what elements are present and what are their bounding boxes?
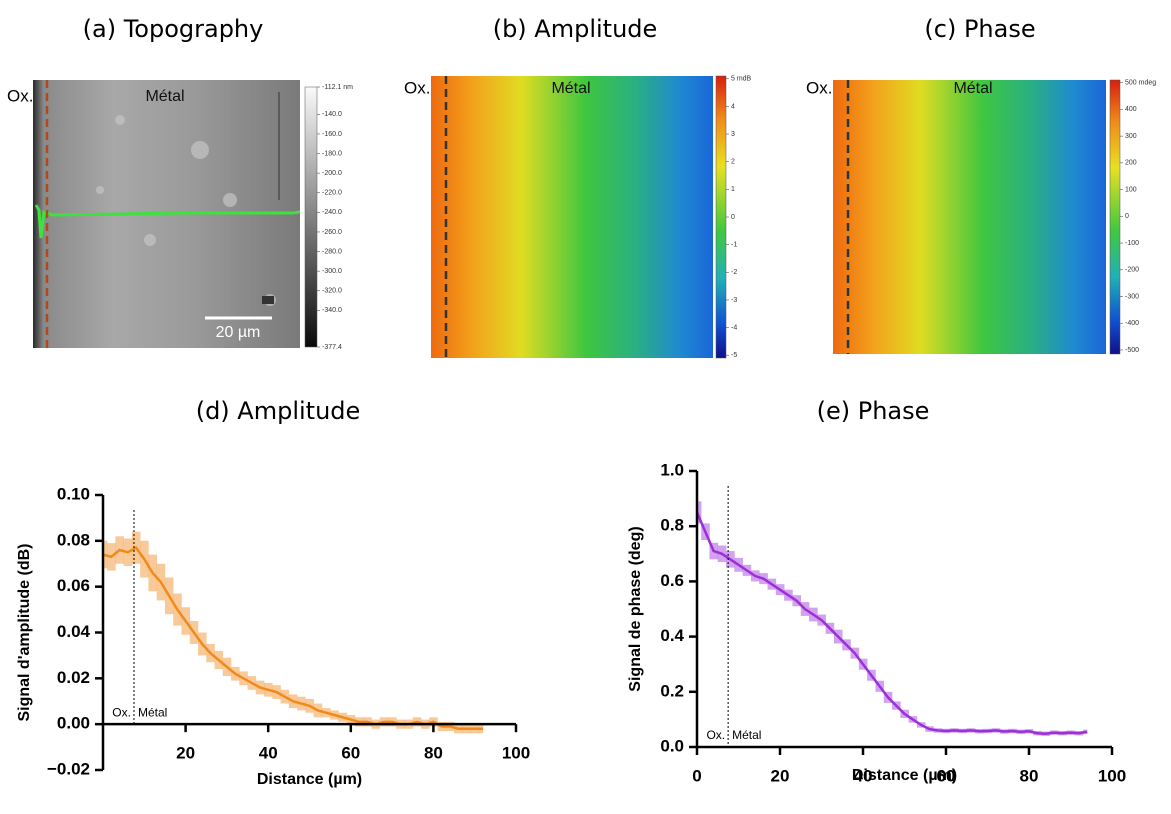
series-line [102, 546, 483, 730]
y-axis-label: Signal d'amplitude (dB) [16, 543, 33, 721]
profile-line [34, 204, 301, 239]
error-band [697, 501, 702, 524]
panel-title: (a) Topography [83, 15, 264, 43]
colorbar-tick-label: -140.0 [322, 111, 342, 118]
oxide-label: Ox. [7, 86, 33, 105]
y-tick-label: 0.0 [660, 736, 684, 755]
colorbar-tick-label: -260.0 [322, 229, 342, 236]
panel-title: (b) Amplitude [493, 15, 658, 43]
colorbar-tick-label: -4 [731, 324, 737, 331]
x-tick-label: 60 [341, 744, 360, 763]
y-tick-label: 0.02 [57, 668, 90, 687]
oxide-label: Ox. [706, 728, 725, 742]
y-tick-label: 0.00 [57, 714, 90, 733]
texture [223, 193, 237, 207]
texture [262, 296, 274, 304]
colorbar-tick-label: 200 [1125, 160, 1137, 167]
y-tick-label: 0.10 [57, 484, 90, 503]
x-tick-label: 20 [176, 744, 195, 763]
oxide-label: Ox. [112, 705, 131, 719]
y-axis-label: Signal de phase (deg) [627, 526, 644, 691]
colorbar-tick-label: -3 [731, 297, 737, 304]
colorbar [304, 86, 318, 348]
texture [191, 141, 209, 159]
colorbar-tick-label: 3 [731, 131, 735, 138]
colorbar-tick-label: -300.0 [322, 268, 342, 275]
colorbar-tick-label: -5 [731, 352, 737, 359]
series-line [695, 511, 1088, 736]
x-tick-label: 20 [771, 766, 790, 785]
colorbar-tick-label: -200.0 [322, 170, 342, 177]
y-tick-label: 0.06 [57, 576, 90, 595]
y-tick-label: 0.8 [660, 516, 684, 535]
colorbar-tick-label: -300 [1125, 293, 1139, 300]
colorbar-tick-label: -200 [1125, 267, 1139, 274]
panel-title: (c) Phase [924, 15, 1035, 43]
colorbar-tick-label: 4 [731, 103, 735, 110]
colorbar [1109, 79, 1121, 355]
colorbar [715, 75, 727, 359]
y-tick-label: 0.6 [660, 571, 684, 590]
y-tick-label: 0.2 [660, 681, 684, 700]
metal-label: Métal [145, 88, 184, 105]
colorbar-tick-label: -400 [1125, 320, 1139, 327]
y-tick-label: −0.02 [47, 759, 90, 778]
oxide-label: Ox. [404, 78, 430, 97]
x-tick-label: 0 [692, 766, 701, 785]
colorbar-tick-label: -220.0 [322, 190, 342, 197]
colorbar-tick-label: -320.0 [322, 288, 342, 295]
colorbar-tick-label: -180.0 [322, 150, 342, 157]
map-image [833, 80, 1106, 354]
colorbar-tick-label: -377.4 [322, 344, 342, 351]
colorbar-tick-label: 2 [731, 159, 735, 166]
x-tick-label: 40 [259, 744, 278, 763]
x-tick-label: 100 [502, 744, 530, 763]
texture [115, 115, 125, 125]
colorbar-tick-label: 500 mdeg [1125, 80, 1156, 87]
colorbar-tick-label: 400 [1125, 106, 1137, 113]
colorbar-tick-label: -2 [731, 269, 737, 276]
colorbar-tick-label: 0 [731, 214, 735, 221]
x-tick-label: 80 [424, 744, 443, 763]
colorbar-tick-label: -240.0 [322, 209, 342, 216]
metal-label: Métal [953, 80, 992, 97]
colorbar-tick-label: 300 [1125, 133, 1137, 140]
colorbar-tick-label: 5 mdB [731, 76, 752, 83]
oxide-label: Ox. [806, 78, 832, 97]
x-axis-label: Distance (µm) [257, 771, 362, 788]
colorbar-tick-label: -160.0 [322, 131, 342, 138]
colorbar-tick-label: 0 [1125, 213, 1129, 220]
texture [144, 234, 156, 246]
colorbar-tick-label: -100 [1125, 240, 1139, 247]
scale-bar-label: 20 µm [216, 324, 261, 341]
colorbar-tick-label: -112.1 nm [322, 84, 353, 91]
x-tick-label: 100 [1098, 766, 1126, 785]
metal-label: Métal [551, 80, 590, 97]
colorbar-tick-label: -340.0 [322, 307, 342, 314]
x-tick-label: 40 [854, 766, 873, 785]
x-tick-label: 60 [937, 766, 956, 785]
x-axis-label: Distance (µm) [852, 767, 957, 784]
y-tick-label: 1.0 [660, 460, 684, 479]
y-tick-label: 0.4 [660, 626, 684, 645]
colorbar-tick-label: 100 [1125, 186, 1137, 193]
colorbar-tick-label: -1 [731, 241, 737, 248]
y-tick-label: 0.04 [57, 622, 91, 641]
map-image [431, 76, 713, 358]
metal-label: Métal [138, 705, 167, 719]
panel-title: (e) Phase [817, 397, 930, 425]
metal-label: Métal [732, 728, 761, 742]
x-tick-label: 80 [1020, 766, 1039, 785]
y-tick-label: 0.08 [57, 530, 90, 549]
colorbar-tick-label: 1 [731, 186, 735, 193]
panel-title: (d) Amplitude [196, 397, 361, 425]
colorbar-tick-label: -500 [1125, 347, 1139, 354]
colorbar-tick-label: -280.0 [322, 248, 342, 255]
texture [96, 186, 104, 194]
